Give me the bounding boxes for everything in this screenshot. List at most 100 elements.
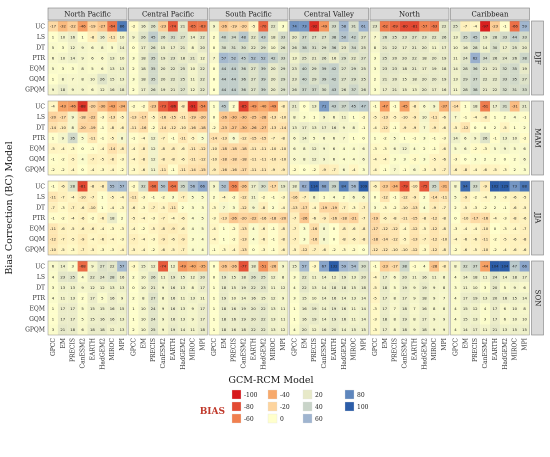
- x-tick-label: EARTH: [331, 338, 338, 360]
- cell-value-label: 3: [232, 205, 235, 210]
- cell-value-label: 71: [322, 104, 327, 109]
- cell-value-label: -14: [50, 125, 57, 130]
- heatmap-cell: [358, 42, 369, 53]
- heatmap-cell: [490, 181, 500, 192]
- cell-value-label: 37: [341, 104, 346, 109]
- cell-value-label: 9: [433, 104, 436, 109]
- heatmap-cell: [228, 313, 239, 325]
- heatmap-cell: [379, 63, 390, 74]
- heatmap-panel: -4 -43 -46 -88 -20 -30 -43 -34-20 -17 9 -18 -22 -3 -1…: [47, 100, 128, 176]
- cell-value-label: 6: [343, 167, 346, 172]
- heatmap-cell: [309, 324, 320, 336]
- cell-value-label: 28: [463, 66, 468, 71]
- cell-value-label: 3: [62, 45, 65, 50]
- heatmap-cell: [389, 212, 400, 224]
- cell-value-label: -13: [240, 237, 247, 242]
- heatmap-cell: [209, 63, 219, 74]
- cell-value-label: -77: [240, 264, 247, 269]
- cell-value-label: 16: [231, 327, 236, 332]
- heatmap-cell: [338, 202, 349, 213]
- heatmap-cell: [309, 292, 320, 304]
- heatmap-cell: [509, 244, 520, 256]
- cell-value-label: -3: [120, 237, 124, 242]
- cell-value-label: 36: [241, 77, 246, 82]
- cell-value-label: 16: [171, 285, 176, 290]
- heatmap-cell: [319, 111, 330, 123]
- cell-value-label: 109: [360, 184, 368, 189]
- heatmap-cell: [509, 233, 520, 245]
- heatmap-cell: [450, 271, 461, 283]
- cell-value-label: -12: [372, 247, 379, 252]
- heatmap-cell: [158, 143, 169, 154]
- x-tick-label: CanESM2: [241, 338, 248, 369]
- heatmap-cell: [499, 143, 510, 154]
- cell-value-label: 22: [271, 24, 276, 29]
- heatmap-cell: [289, 233, 300, 245]
- cell-value-label: -11: [250, 157, 257, 162]
- heatmap-cell: [187, 21, 198, 32]
- heatmap-cell: [429, 313, 440, 325]
- heatmap-panel: 8 94 33 -9 102 129 73 885 -9 -2 -4 3 -3 -6 -52 -5 -3 -2 2-…: [450, 180, 530, 256]
- heatmap-cell: [309, 42, 320, 53]
- cell-value-label: -5: [422, 226, 426, 231]
- heatmap-cell: [87, 233, 98, 245]
- cell-value-label: 30: [261, 184, 266, 189]
- cell-value-label: 17: [493, 306, 498, 311]
- cell-value-label: 8: [101, 45, 104, 50]
- cell-value-label: 13: [292, 55, 297, 60]
- cell-value-label: 38: [402, 264, 407, 269]
- cell-value-label: 9: [71, 87, 74, 92]
- heatmap-cell: [238, 282, 249, 293]
- heatmap-cell: [509, 181, 520, 192]
- heatmap-cell: [509, 212, 520, 224]
- cell-value-label: 9: [513, 285, 516, 290]
- cell-value-label: -8: [161, 226, 165, 231]
- cell-value-label: 17: [200, 285, 205, 290]
- heatmap-cell: [48, 52, 58, 64]
- cell-value-label: 12: [312, 146, 317, 151]
- heatmap-cell: [348, 132, 359, 144]
- cell-value-label: -6: [141, 167, 145, 172]
- cell-value-label: 40: [302, 66, 307, 71]
- cell-value-label: -8: [281, 226, 285, 231]
- heatmap-cell: [399, 164, 410, 176]
- heatmap-cell: [138, 122, 149, 133]
- heatmap-cell: [238, 233, 249, 245]
- heatmap-cell: [399, 63, 410, 74]
- cell-value-label: 25: [361, 45, 366, 50]
- cell-value-label: -13: [240, 226, 247, 231]
- cell-value-label: 14: [180, 327, 185, 332]
- cell-value-label: 23: [292, 66, 297, 71]
- cell-value-label: -6: [322, 247, 326, 252]
- x-tick-label: PRECIS: [472, 338, 479, 362]
- heatmap-cell: [177, 31, 188, 43]
- cell-value-label: -5: [503, 237, 507, 242]
- heatmap-cell: [107, 111, 118, 123]
- cell-value-label: 31: [502, 104, 507, 109]
- cell-value-label: -2: [332, 247, 336, 252]
- heatmap-cell: [460, 282, 471, 293]
- cell-value-label: 29: [312, 66, 317, 71]
- heatmap-cell: [117, 52, 128, 64]
- cell-value-label: 7: [393, 306, 396, 311]
- cell-value-label: -10: [50, 247, 57, 252]
- cell-value-label: -8: [171, 157, 175, 162]
- cell-value-label: -3: [383, 205, 387, 210]
- cell-value-label: 5: [454, 146, 457, 151]
- x-tick-label: EM: [140, 338, 147, 349]
- cell-value-label: -20: [199, 114, 206, 119]
- heatmap-cell: [480, 84, 491, 96]
- cell-value-label: -17: [472, 215, 479, 220]
- cell-value-label: -23: [382, 184, 389, 189]
- heatmap-cell: [158, 132, 169, 144]
- heatmap-cell: [389, 111, 400, 123]
- cell-value-label: -5: [503, 125, 507, 130]
- cell-value-label: -3: [373, 327, 377, 332]
- x-tick-label: GPCC: [372, 338, 379, 356]
- cell-value-label: 36: [241, 66, 246, 71]
- heatmap-cell: [238, 202, 249, 213]
- heatmap-cell: [238, 153, 249, 165]
- cell-value-label: 18: [382, 317, 387, 322]
- cell-value-label: -1: [413, 135, 417, 140]
- heatmap-cell: [379, 324, 390, 336]
